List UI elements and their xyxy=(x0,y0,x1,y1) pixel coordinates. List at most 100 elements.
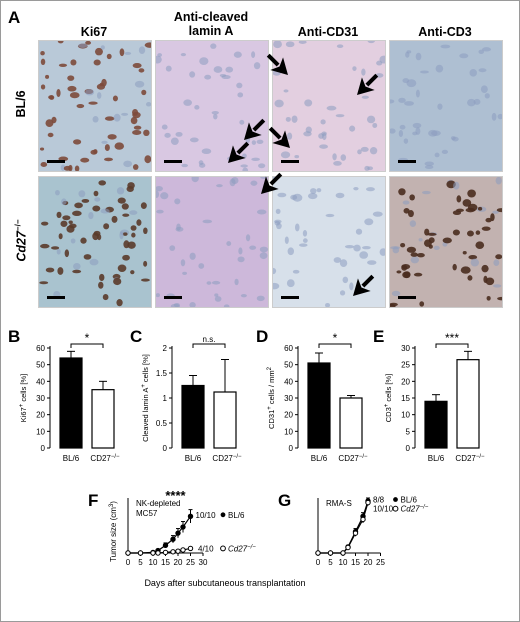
cell-nucleus xyxy=(40,243,50,249)
cell-nucleus xyxy=(55,189,60,196)
cell-nucleus xyxy=(94,47,103,56)
cell-nucleus xyxy=(307,192,318,200)
cell-nucleus xyxy=(283,89,289,93)
cell-nucleus xyxy=(48,95,54,100)
significance-bracket xyxy=(435,343,469,348)
cell-nucleus xyxy=(495,177,502,185)
cell-nucleus xyxy=(434,152,440,158)
significance-label: * xyxy=(333,331,338,345)
cell-nucleus xyxy=(226,241,232,247)
y-tick-label: 20 xyxy=(284,411,293,420)
scale-bar xyxy=(398,160,416,163)
cell-nucleus xyxy=(497,113,502,120)
cell-nucleus xyxy=(113,113,121,122)
cell-nucleus xyxy=(326,105,337,111)
cell-nucleus xyxy=(361,68,366,76)
cell-nucleus xyxy=(399,124,406,130)
significance-label: * xyxy=(85,331,90,345)
cell-nucleus xyxy=(122,254,130,261)
legend-marker xyxy=(220,512,226,518)
category-label: CD27−/− xyxy=(90,454,120,463)
cell-nucleus xyxy=(467,189,476,198)
cell-nucleus xyxy=(214,293,219,297)
cell-nucleus xyxy=(321,131,327,136)
cell-nucleus xyxy=(145,102,151,107)
cell-nucleus xyxy=(245,234,251,242)
cell-nucleus xyxy=(78,43,88,48)
x-tick-label: 25 xyxy=(186,558,195,567)
cell-nucleus xyxy=(469,69,477,77)
cell-nucleus xyxy=(123,240,130,249)
cell-nucleus xyxy=(352,66,357,71)
cell-nucleus xyxy=(467,98,476,107)
cell-nucleus xyxy=(85,89,95,96)
cell-nucleus xyxy=(141,89,147,96)
cell-nucleus xyxy=(339,290,346,296)
cell-nucleus xyxy=(114,142,125,150)
cell-nucleus xyxy=(81,198,90,203)
cell-nucleus xyxy=(287,247,295,256)
y-tick-label: 30 xyxy=(284,394,293,403)
cell-nucleus xyxy=(127,182,135,189)
y-tick-label: 40 xyxy=(36,377,45,386)
cell-nucleus xyxy=(403,207,410,214)
annotation: MC57 xyxy=(136,509,158,518)
cell-nucleus xyxy=(379,55,385,64)
cell-nucleus xyxy=(468,254,478,260)
column-header-2: Anti-cleaved lamin A xyxy=(155,10,267,38)
cell-nucleus xyxy=(462,199,472,207)
cell-nucleus xyxy=(493,259,500,266)
cell-nucleus xyxy=(40,51,45,56)
y-axis-label: Tumor size (cm3) xyxy=(109,501,118,562)
cell-nucleus xyxy=(305,126,312,134)
cell-nucleus xyxy=(140,278,150,282)
data-point xyxy=(150,550,156,556)
cell-nucleus xyxy=(319,144,328,149)
micrograph-texture xyxy=(390,177,502,307)
cell-nucleus xyxy=(67,85,77,92)
cell-nucleus xyxy=(234,278,239,286)
cell-nucleus xyxy=(366,187,375,192)
cell-nucleus xyxy=(181,163,189,168)
cell-nucleus xyxy=(189,302,196,307)
micrograph-texture xyxy=(39,180,150,307)
arrow-shaft xyxy=(252,118,266,132)
cell-nucleus xyxy=(285,41,295,48)
significance-label: n.s. xyxy=(203,335,216,344)
cell-nucleus xyxy=(40,58,46,66)
cell-nucleus xyxy=(98,180,107,186)
cell-nucleus xyxy=(409,194,415,201)
cell-nucleus xyxy=(478,49,485,54)
y-tick-label: 10 xyxy=(36,427,45,436)
cell-nucleus xyxy=(361,95,369,99)
cell-nucleus xyxy=(104,144,110,151)
micrograph-2-4 xyxy=(389,176,503,308)
arrow-icon xyxy=(228,141,250,163)
cell-nucleus xyxy=(302,230,308,237)
cell-nucleus xyxy=(251,51,256,59)
y-tick-label: 1.5 xyxy=(156,369,168,378)
cell-nucleus xyxy=(60,220,68,227)
cell-nucleus xyxy=(355,228,363,235)
count-label: 10/10 xyxy=(373,505,394,514)
cell-nucleus xyxy=(493,284,502,288)
cell-nucleus xyxy=(310,188,317,194)
cell-nucleus xyxy=(459,53,469,59)
cell-nucleus xyxy=(362,246,371,250)
category-label: CD27−/− xyxy=(455,454,485,463)
cell-nucleus xyxy=(477,206,483,211)
significance-bracket xyxy=(70,343,104,348)
cell-nucleus xyxy=(101,140,108,144)
data-point xyxy=(175,548,181,554)
cell-nucleus xyxy=(249,245,257,250)
cell-nucleus xyxy=(237,92,244,98)
cell-nucleus xyxy=(240,293,247,298)
cell-nucleus xyxy=(201,148,212,155)
cell-nucleus xyxy=(406,79,417,88)
cell-nucleus xyxy=(280,151,291,159)
cell-nucleus xyxy=(481,264,489,273)
arrow-head xyxy=(272,130,290,148)
cell-nucleus xyxy=(94,197,101,202)
arrow-head xyxy=(353,278,371,296)
cell-nucleus xyxy=(284,236,289,244)
